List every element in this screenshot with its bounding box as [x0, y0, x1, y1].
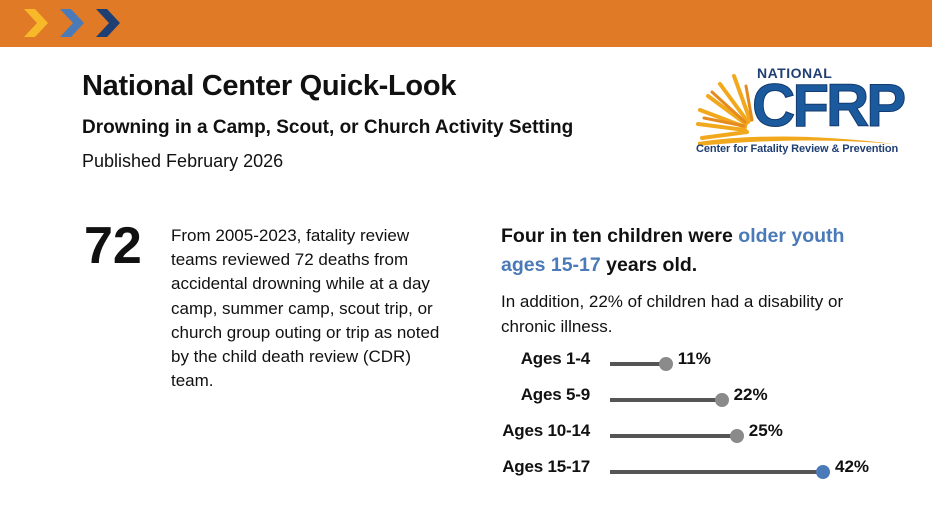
chart-value-label: 42% — [835, 457, 870, 476]
logo-cfrp-text: CFRP — [751, 72, 906, 139]
stat-number: 72 — [84, 217, 142, 275]
header-bar — [0, 0, 932, 47]
chart-row: Ages 5-9 22% — [490, 381, 910, 411]
chart-bar — [610, 398, 722, 402]
headline-part1: Four in ten children were — [501, 225, 739, 247]
page-subtitle: Drowning in a Camp, Scout, or Church Act… — [82, 117, 574, 138]
chevron-right-icon-navy — [96, 9, 120, 37]
chevron-right-icon-yellow — [24, 9, 48, 37]
chart-value-label: 11% — [677, 349, 711, 368]
chart-row: Ages 15-17 42% — [490, 453, 910, 483]
logo-tagline: Center for Fatality Review & Prevention — [696, 143, 899, 155]
headline-highlight: older youth ages 15-17 — [501, 225, 845, 276]
chart-category-label: Ages 5-9 — [520, 385, 590, 404]
stat-description: From 2005-2023, fatality review teams re… — [171, 226, 440, 391]
chart-row: Ages 10-14 25% — [490, 417, 910, 447]
published-date: Published February 2026 — [82, 151, 284, 171]
chart-bar — [610, 434, 737, 438]
chevrons-group — [24, 9, 120, 37]
sun-rays-icon — [696, 74, 895, 146]
chart-dot — [658, 357, 673, 371]
chart-category-label: Ages 10-14 — [502, 421, 590, 440]
chart-bar — [610, 362, 666, 366]
headline-part2: years old. — [600, 254, 698, 276]
chart-dot — [714, 393, 729, 407]
chart-value-label: 22% — [733, 385, 768, 404]
logo-national-text: NATIONAL — [757, 65, 833, 81]
chart-dot — [816, 465, 830, 479]
chart-value-label: 25% — [748, 421, 783, 440]
chevron-right-icon-blue — [60, 9, 84, 37]
addition-text: In addition, 22% of children had a disab… — [501, 292, 844, 336]
chart-headline: Four in ten children were older youth ag… — [501, 222, 891, 280]
chart-row: Ages 1-4 11% — [490, 345, 910, 375]
chart-bar — [610, 470, 823, 474]
age-chart: Ages 1-4 11% Ages 5-9 22% Ages 10-14 25% Ages … — [490, 345, 910, 495]
chart-category-label: Ages 1-4 — [520, 349, 590, 368]
chart-dot — [729, 429, 744, 443]
page-title: National Center Quick-Look — [82, 70, 457, 102]
chart-category-label: Ages 15-17 — [502, 457, 590, 476]
